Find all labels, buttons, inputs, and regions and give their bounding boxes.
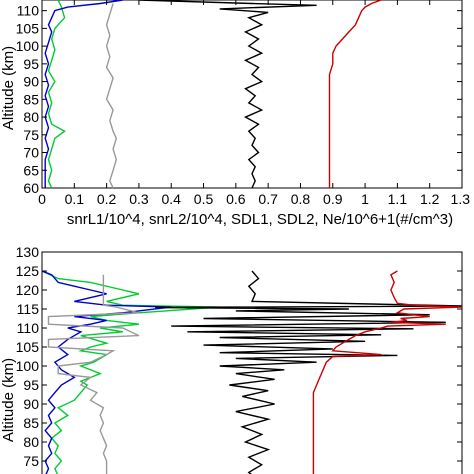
bottom-series-line-4 xyxy=(155,270,463,474)
top-y-tick-label: 90 xyxy=(23,74,39,90)
bottom-y-tick-label: 115 xyxy=(17,301,40,317)
bottom-y-tick-label: 95 xyxy=(23,377,39,393)
top-x-tick-label: 0.9 xyxy=(323,191,343,207)
top-series-line-4 xyxy=(138,0,317,189)
bottom-y-tick-label: 75 xyxy=(23,453,39,469)
top-y-tick-label: 75 xyxy=(23,127,39,143)
top-x-tick-label: 1 xyxy=(361,191,369,207)
top-series-line-2 xyxy=(44,0,123,188)
top-x-tick-label: 0.6 xyxy=(226,191,246,207)
top-y-tick-label: 105 xyxy=(16,20,40,36)
top-x-axis-label: snrL1/10^4, snrL2/10^4, SDL1, SDL2, Ne/1… xyxy=(67,211,453,228)
top-y-tick-label: 110 xyxy=(17,3,40,19)
top-x-tick-label: 0.2 xyxy=(97,191,117,207)
top-x-tick-label: 0.5 xyxy=(194,191,214,207)
bottom-y-tick-label: 100 xyxy=(16,358,40,374)
bottom-y-tick-label: 130 xyxy=(16,244,40,260)
bottom-series-line-2 xyxy=(41,270,172,474)
top-x-tick-label: 0.4 xyxy=(161,191,181,207)
top-y-tick-label: 65 xyxy=(23,162,39,178)
top-series-line-1 xyxy=(47,0,66,189)
top-x-tick-label: 0 xyxy=(38,191,46,207)
bottom-ticks-group: 75 80 85 90 95 100 105 110 115 120 125 130 xyxy=(16,244,462,469)
bottom-y-tick-label: 85 xyxy=(23,415,39,431)
top-y-axis-label: Altitude (km) xyxy=(0,46,17,130)
top-y-tick-label: 80 xyxy=(23,109,39,125)
top-x-tick-label: 0.7 xyxy=(258,191,278,207)
bottom-series-line-1 xyxy=(41,270,220,474)
bottom-y-tick-label: 80 xyxy=(23,434,39,450)
bottom-series-line-3 xyxy=(47,274,140,474)
top-x-tick-label: 1.2 xyxy=(420,191,440,207)
bottom-series-line-5 xyxy=(312,270,463,474)
top-y-tick-label: 100 xyxy=(16,38,40,54)
top-y-tick-label: 60 xyxy=(23,180,39,196)
bottom-y-tick-label: 110 xyxy=(17,320,40,336)
top-x-tick-label: 1.1 xyxy=(388,191,408,207)
bottom-panel: 75 80 85 90 95 100 105 110 115 120 125 130 Altitude… xyxy=(0,244,463,474)
top-y-tick-label: 85 xyxy=(23,91,39,107)
top-series-line-5 xyxy=(328,0,382,188)
top-y-tick-label: 70 xyxy=(23,145,39,161)
top-x-tick-label: 0.1 xyxy=(65,191,85,207)
bottom-y-tick-label: 105 xyxy=(16,339,40,355)
top-x-tick-label: 1.3 xyxy=(451,191,471,207)
bottom-y-tick-label: 90 xyxy=(23,396,39,412)
bottom-y-tick-label: 125 xyxy=(16,263,40,279)
bottom-series-group xyxy=(41,270,463,474)
top-x-tick-label: 0.3 xyxy=(129,191,149,207)
top-series-group xyxy=(44,0,382,189)
top-x-tick-label: 0.8 xyxy=(291,191,311,207)
bottom-y-tick-label: 120 xyxy=(16,282,40,298)
bottom-y-axis-label: Altitude (km) xyxy=(0,358,17,442)
top-y-tick-label: 95 xyxy=(23,56,39,72)
top-series-line-3 xyxy=(105,3,118,189)
